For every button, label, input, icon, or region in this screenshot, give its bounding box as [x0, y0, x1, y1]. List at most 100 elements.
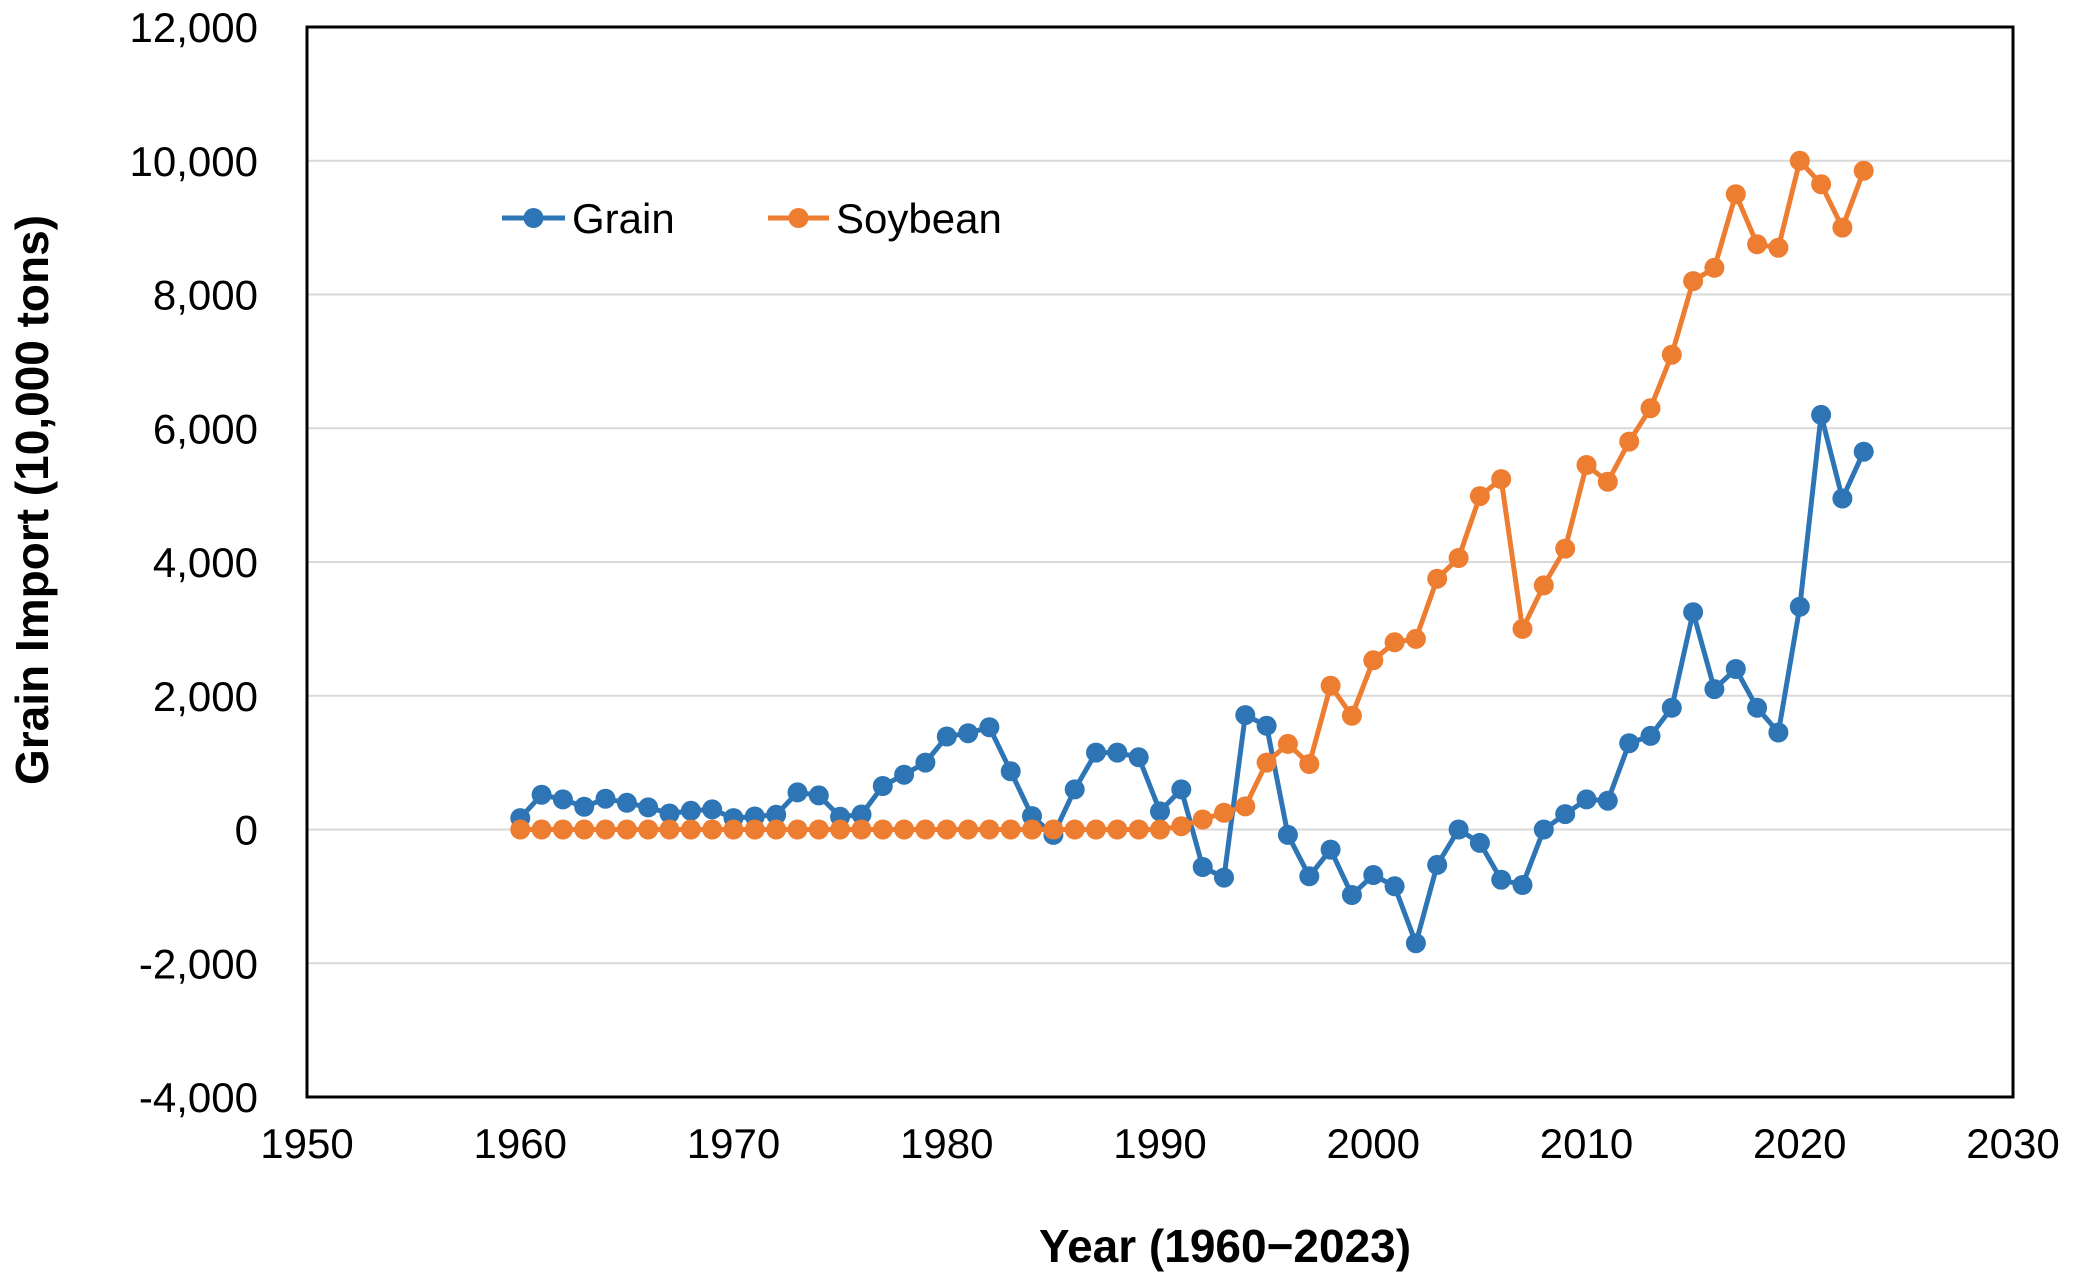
- data-point-soybean-2017: [1725, 184, 1746, 205]
- data-point-soybean-1962: [552, 819, 573, 840]
- data-point-soybean-1993: [1214, 802, 1234, 823]
- legend-item-grain: Grain: [502, 195, 675, 242]
- data-point-grain-2004: [1448, 819, 1469, 840]
- series-soybean: [510, 150, 1874, 840]
- legend-label-grain: Grain: [572, 195, 675, 242]
- data-point-grain-1993: [1214, 867, 1234, 888]
- data-point-soybean-2000: [1363, 650, 1384, 671]
- data-point-soybean-1975: [830, 819, 851, 840]
- data-point-soybean-2020: [1789, 150, 1810, 171]
- data-point-grain-1965: [616, 792, 637, 813]
- data-point-soybean-2008: [1533, 575, 1554, 596]
- data-point-grain-1995: [1256, 715, 1277, 736]
- data-point-grain-1994: [1235, 705, 1256, 726]
- data-point-soybean-1976: [851, 819, 872, 840]
- data-point-grain-1969: [702, 799, 723, 820]
- data-point-grain-1963: [574, 796, 595, 817]
- data-point-soybean-1969: [702, 819, 723, 840]
- data-point-grain-1972: [766, 804, 787, 825]
- data-point-soybean-1979: [915, 819, 936, 840]
- data-point-grain-2011: [1597, 790, 1618, 811]
- data-point-grain-2016: [1704, 679, 1725, 700]
- data-point-soybean-1970: [723, 819, 744, 840]
- data-point-grain-2003: [1427, 854, 1448, 875]
- data-point-soybean-1982: [979, 819, 1000, 840]
- y-axis-title: Grain Import (10,000 tons): [6, 215, 58, 785]
- data-point-grain-2015: [1683, 602, 1704, 623]
- data-point-soybean-1986: [1064, 819, 1085, 840]
- data-point-grain-1989: [1128, 747, 1149, 768]
- x-axis-tick-labels: 1950 1960 1970 1980 1990 2000 2010 2020 2030: [260, 1120, 2059, 1167]
- data-point-soybean-2012: [1619, 431, 1640, 452]
- data-point-soybean-1999: [1341, 705, 1362, 726]
- data-point-grain-2018: [1747, 697, 1768, 718]
- data-point-grain-2001: [1384, 876, 1405, 897]
- data-point-soybean-2001: [1384, 632, 1405, 653]
- data-point-soybean-2015: [1683, 271, 1704, 292]
- data-point-grain-2017: [1725, 659, 1746, 679]
- data-point-soybean-2022: [1832, 217, 1853, 238]
- series-grain: [510, 404, 1874, 954]
- data-point-grain-1999: [1341, 885, 1362, 905]
- data-point-soybean-2013: [1640, 398, 1661, 419]
- data-point-grain-2002: [1405, 933, 1426, 954]
- data-point-soybean-1997: [1299, 754, 1320, 774]
- data-point-soybean-2007: [1512, 618, 1533, 639]
- data-point-soybean-2014: [1661, 344, 1682, 365]
- y-axis-tick-labels: -4,000 -2,000 0 2,000 4,000 6,000 8,000 10,000 1…: [130, 4, 258, 1121]
- data-point-grain-1977: [872, 776, 893, 796]
- data-point-soybean-2018: [1747, 234, 1768, 255]
- data-point-grain-1976: [851, 804, 872, 825]
- data-point-soybean-2019: [1768, 237, 1789, 258]
- data-point-grain-1981: [958, 723, 979, 744]
- data-point-soybean-1972: [766, 819, 787, 840]
- data-point-soybean-1978: [894, 819, 915, 840]
- data-point-grain-1983: [1000, 761, 1021, 782]
- data-point-soybean-1971: [744, 819, 765, 840]
- data-point-soybean-1967: [659, 819, 680, 840]
- y-tick-label: -2,000: [139, 940, 258, 987]
- data-point-grain-1988: [1107, 742, 1128, 763]
- y-tick-label: -4,000: [139, 1074, 258, 1121]
- data-point-soybean-1964: [595, 819, 616, 840]
- data-point-grain-1967: [659, 803, 680, 824]
- data-point-grain-2007: [1512, 875, 1533, 895]
- data-point-soybean-2005: [1469, 486, 1490, 507]
- y-tick-label: 8,000: [153, 272, 258, 319]
- data-point-grain-1979: [915, 752, 936, 773]
- data-point-soybean-2002: [1405, 628, 1426, 649]
- y-tick-label: 0: [235, 807, 258, 854]
- y-tick-label: 10,000: [130, 138, 258, 185]
- data-point-soybean-2023: [1853, 160, 1874, 181]
- data-point-grain-1997: [1299, 866, 1320, 887]
- data-point-soybean-1980: [936, 819, 957, 840]
- data-point-grain-1998: [1320, 839, 1341, 860]
- plot-border: [305, 25, 2015, 1099]
- data-point-grain-1962: [552, 789, 573, 810]
- x-tick-label: 2000: [1327, 1120, 1420, 1167]
- x-tick-label: 1980: [900, 1120, 993, 1167]
- data-point-soybean-1994: [1235, 796, 1256, 817]
- data-point-soybean-2009: [1555, 538, 1576, 559]
- data-point-soybean-1974: [808, 819, 829, 840]
- data-point-grain-1961: [531, 784, 552, 805]
- data-point-grain-2022: [1832, 488, 1853, 509]
- data-point-grain-1990: [1150, 801, 1170, 822]
- x-tick-label: 1990: [1113, 1120, 1206, 1167]
- y-tick-label: 2,000: [153, 673, 258, 720]
- series-line-grain: [517, 412, 1867, 946]
- data-point-grain-1987: [1086, 742, 1106, 763]
- x-tick-label: 2010: [1540, 1120, 1633, 1167]
- y-tick-label: 12,000: [130, 4, 258, 51]
- legend-label-soybean: Soybean: [836, 195, 1002, 242]
- data-point-soybean-1989: [1128, 819, 1149, 840]
- legend-item-soybean: Soybean: [768, 195, 1002, 242]
- y-tick-label: 4,000: [153, 539, 258, 586]
- data-point-soybean-2016: [1704, 257, 1725, 278]
- legend-marker-dot-soybean: [788, 208, 809, 228]
- data-point-grain-2023: [1853, 441, 1874, 462]
- data-point-soybean-2006: [1491, 469, 1512, 490]
- data-point-grain-1964: [595, 788, 616, 809]
